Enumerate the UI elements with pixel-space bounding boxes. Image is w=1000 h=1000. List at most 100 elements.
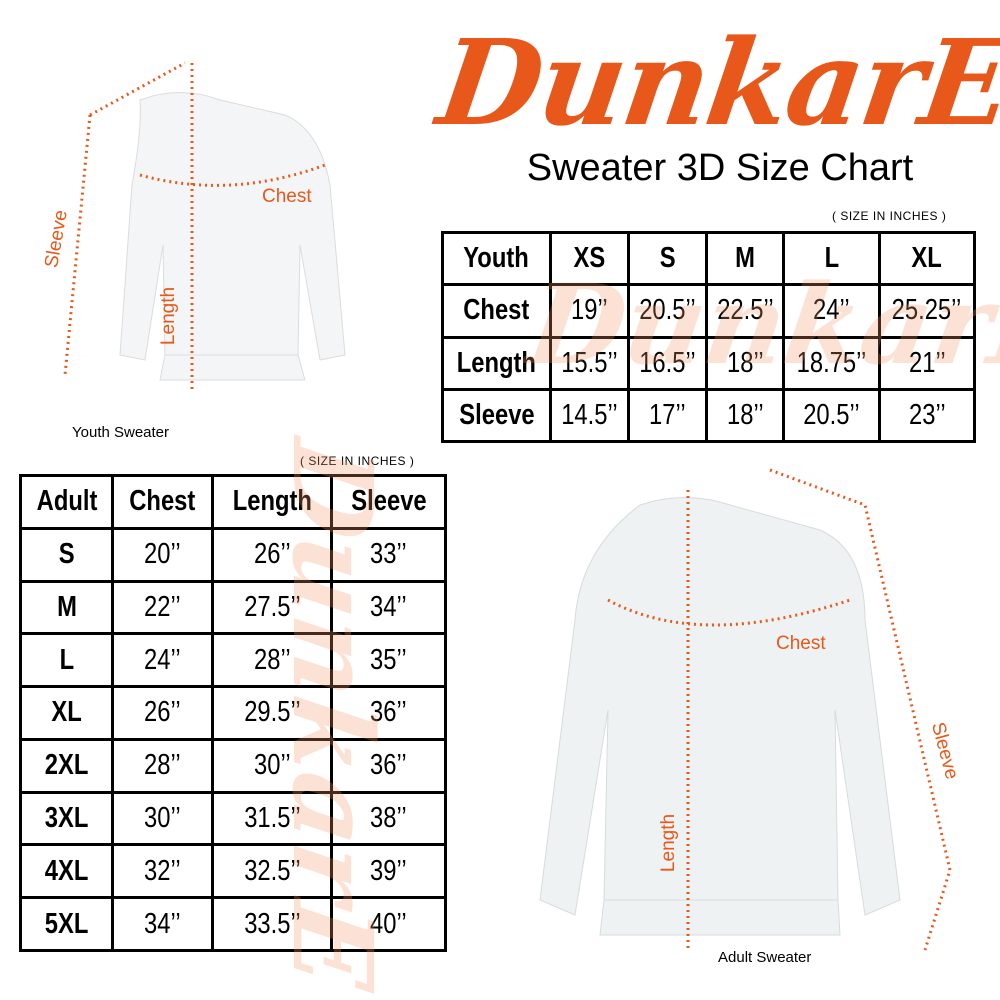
cell-text: 24’’: [813, 294, 850, 327]
table-row: 4XL 32’’ 32.5’’ 39’’: [18, 843, 447, 900]
table-row: 5XL 34’’ 33.5’’ 40’’: [18, 896, 447, 952]
header-cell: S: [626, 230, 708, 287]
row-label-cell: 5XL: [18, 896, 115, 952]
cell-text: 26’’: [254, 538, 291, 571]
table-row: Sleeve 14.5’’ 17’’ 18’’ 20.5’’ 23’’: [441, 387, 977, 444]
cell-text: Sleeve: [458, 398, 535, 431]
cell-text: 35’’: [370, 643, 407, 676]
table-row: S 20’’ 26’’ 33’’: [18, 526, 447, 583]
brand-logo: DunkarE: [430, 13, 1000, 152]
cell-text: Youth: [463, 242, 530, 275]
youth-length-label: Length: [158, 286, 180, 346]
row-label-cell: Sleeve: [441, 387, 552, 444]
youth-sweater-image: [63, 61, 346, 390]
cell-text: XL: [911, 242, 943, 275]
value-cell: 26’’: [211, 526, 334, 583]
table-row: XL 26’’ 29.5’’ 36’’: [18, 685, 447, 741]
value-cell: 24’’: [782, 283, 881, 339]
value-cell: 34’’: [111, 896, 215, 952]
youth-sweater-label: Youth Sweater: [72, 424, 170, 441]
value-cell: 28’’: [111, 737, 215, 794]
header-cell: Youth: [441, 230, 552, 287]
cell-text: 40’’: [370, 907, 407, 940]
cell-text: 23’’: [908, 398, 946, 431]
cell-text: Chest: [129, 485, 196, 518]
cell-text: 32’’: [144, 854, 181, 887]
value-cell: 30’’: [111, 790, 215, 847]
value-cell: 18’’: [704, 335, 786, 391]
table-row: Length 15.5’’ 16.5’’ 18’’ 18.75’’ 21’’: [441, 335, 977, 391]
adult-sweater-image: [539, 468, 952, 951]
cell-text: XS: [573, 242, 606, 275]
value-cell: 21’’: [877, 335, 977, 391]
value-cell: 30’’: [211, 737, 334, 794]
cell-text: 34’’: [370, 590, 407, 623]
adult-sweater-label: Adult Sweater: [718, 949, 812, 966]
cell-text: L: [824, 242, 839, 275]
cell-text: 18’’: [726, 346, 764, 379]
cell-text: 20.5’’: [803, 398, 860, 431]
value-cell: 14.5’’: [548, 387, 630, 444]
cell-text: 2XL: [44, 749, 89, 782]
cell-text: S: [659, 242, 676, 275]
row-label-cell: 4XL: [18, 843, 115, 900]
cell-text: 3XL: [44, 801, 89, 834]
cell-text: XL: [51, 696, 82, 729]
value-cell: 32’’: [111, 843, 215, 900]
table-row: Chest 19’’ 20.5’’ 22.5’’ 24’’ 25.25’’: [441, 283, 977, 339]
cell-text: 19’’: [571, 294, 608, 327]
value-cell: 20.5’’: [626, 283, 708, 339]
cell-text: 5XL: [44, 907, 89, 940]
table-header-row: Adult Chest Length Sleeve: [18, 474, 447, 530]
value-cell: 36’’: [330, 737, 447, 794]
cell-text: Length: [456, 346, 537, 379]
youth-size-table: Youth XS S M L XL Chest 19’’ 20.5’’ 22.5’’ 24’’ 25.…: [441, 230, 977, 444]
youth-unit-note: ( SIZE IN INCHES ): [832, 209, 947, 223]
value-cell: 39’’: [330, 843, 447, 900]
cell-text: 36’’: [370, 696, 407, 729]
value-cell: 23’’: [877, 387, 977, 444]
value-cell: 38’’: [330, 790, 447, 847]
value-cell: 26’’: [111, 685, 215, 741]
cell-text: 24’’: [144, 643, 181, 676]
row-label-cell: Chest: [441, 283, 552, 339]
cell-text: 34’’: [144, 907, 181, 940]
cell-text: 22.5’’: [716, 294, 774, 327]
row-label-cell: 3XL: [18, 790, 115, 847]
cell-text: Sleeve: [351, 485, 427, 518]
row-label-cell: XL: [18, 685, 115, 741]
cell-text: 32.5’’: [244, 854, 301, 887]
cell-text: 28’’: [144, 749, 181, 782]
adult-unit-note: ( SIZE IN INCHES ): [300, 454, 415, 468]
cell-text: 33.5’’: [244, 907, 301, 940]
value-cell: 16.5’’: [626, 335, 708, 391]
cell-text: 33’’: [370, 538, 407, 571]
header-cell: Length: [211, 474, 334, 530]
adult-sleeve-line: [769, 468, 952, 951]
adult-chest-line: [607, 598, 851, 627]
cell-text: 26’’: [144, 696, 181, 729]
value-cell: 29.5’’: [211, 685, 334, 741]
cell-text: 15.5’’: [561, 346, 618, 379]
header-cell: L: [782, 230, 881, 287]
cell-text: 38’’: [370, 801, 407, 834]
value-cell: 19’’: [548, 283, 630, 339]
value-cell: 18.75’’: [782, 335, 881, 391]
cell-text: 36’’: [370, 749, 407, 782]
table-row: M 22’’ 27.5’’ 34’’: [18, 579, 447, 636]
adult-size-table: Adult Chest Length Sleeve S 20’’ 26’’ 33’’ M 22’’…: [18, 474, 447, 952]
cell-text: 21’’: [908, 346, 946, 379]
cell-text: 16.5’’: [638, 346, 696, 379]
row-label-cell: M: [18, 579, 115, 636]
cell-text: Length: [232, 485, 312, 518]
value-cell: 15.5’’: [548, 335, 630, 391]
cell-text: 22’’: [144, 590, 181, 623]
adult-chest-label: Chest: [776, 633, 826, 654]
header-cell: Adult: [18, 474, 115, 530]
value-cell: 20.5’’: [782, 387, 881, 444]
cell-text: 27.5’’: [244, 590, 301, 623]
value-cell: 35’’: [330, 632, 447, 689]
value-cell: 22’’: [111, 579, 215, 636]
page-title: Sweater 3D Size Chart: [526, 147, 914, 189]
value-cell: 32.5’’: [211, 843, 334, 900]
